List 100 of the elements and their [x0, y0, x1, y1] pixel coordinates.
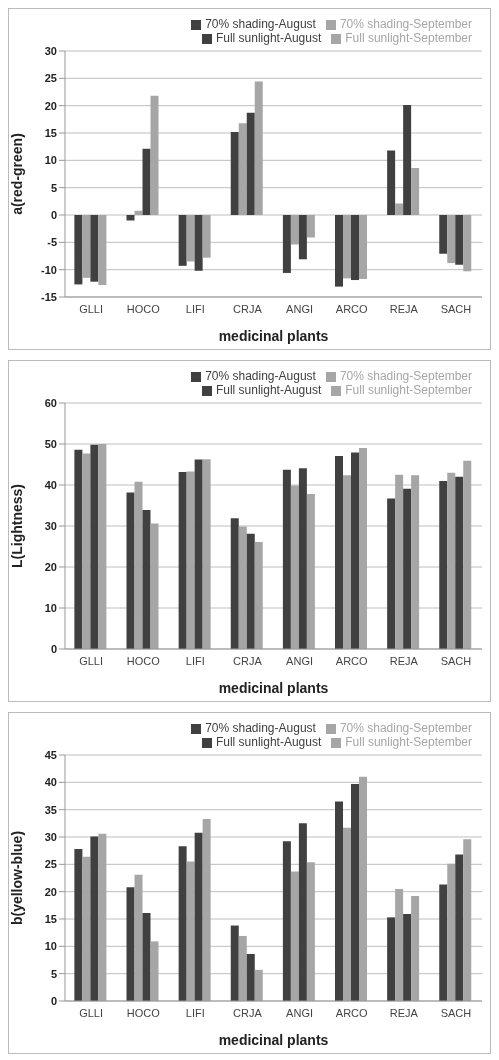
x-tick-label: GLLI: [79, 302, 103, 315]
legend-label: Full sunlight-September: [345, 735, 472, 749]
bar: [447, 472, 456, 649]
bar: [455, 215, 464, 265]
x-tick-label: CRJA: [233, 654, 263, 667]
y-tick-label: -5: [47, 236, 57, 249]
bar: [403, 488, 412, 649]
x-tick-label: LIFI: [185, 302, 205, 315]
y-tick-label: 20: [44, 560, 57, 573]
x-tick-label: GLLI: [79, 654, 103, 667]
bar: [335, 215, 344, 287]
bar: [403, 914, 412, 1001]
bar: [238, 526, 247, 649]
bar: [343, 475, 352, 649]
y-tick-label: 45: [44, 748, 57, 761]
bar: [202, 818, 211, 1001]
y-tick-label: 20: [44, 885, 57, 898]
bar: [98, 444, 107, 649]
y-tick-label: 30: [44, 44, 57, 57]
y-axis-title: L(Lightness): [8, 484, 25, 568]
bar: [411, 167, 420, 215]
bar: [411, 896, 420, 1001]
y-tick-label: 10: [44, 601, 57, 614]
y-tick-label: 40: [44, 776, 57, 789]
bar: [359, 448, 368, 649]
bar: [359, 215, 368, 279]
bar: [290, 215, 299, 245]
x-tick-label: SACH: [440, 654, 472, 667]
x-tick-label: ARCO: [335, 1006, 369, 1019]
bar: [306, 215, 315, 238]
y-tick-label: 30: [44, 519, 57, 532]
y-tick-label: 25: [44, 858, 57, 871]
bar: [254, 969, 263, 1001]
bar: [343, 827, 352, 1001]
legend-label: 70% shading-August: [205, 369, 316, 383]
bar: [335, 801, 344, 1001]
bar: [351, 452, 360, 649]
x-tick-label: ARCO: [335, 654, 369, 667]
bar: [439, 884, 448, 1001]
y-axis-title: a(red-green): [8, 133, 25, 215]
x-tick-label: REJA: [389, 654, 419, 667]
bar: [447, 863, 456, 1001]
bar: [150, 941, 159, 1001]
bar: [142, 912, 151, 1001]
bar: [351, 783, 360, 1001]
bar: [298, 468, 307, 649]
bar: [98, 215, 107, 285]
bar: [455, 476, 464, 649]
bar: [82, 453, 91, 649]
bar: [74, 449, 83, 649]
bar: [90, 444, 99, 649]
bar: [98, 833, 107, 1001]
x-tick-label: ANGI: [286, 1006, 314, 1019]
x-tick-label: SACH: [440, 302, 472, 315]
bar: [411, 475, 420, 649]
bar: [126, 887, 135, 1001]
bar: [395, 203, 404, 215]
bar: [359, 776, 368, 1001]
bar: [439, 215, 448, 254]
bar: [126, 215, 135, 221]
y-tick-label: 15: [44, 126, 57, 139]
y-tick-label: -15: [41, 290, 57, 303]
y-tick-label: 30: [44, 830, 57, 843]
legend-label: Full sunlight-August: [215, 735, 322, 749]
legend-label: Full sunlight-August: [215, 31, 322, 45]
y-tick-label: 5: [50, 181, 57, 194]
legend-label: Full sunlight-August: [215, 383, 322, 397]
bar: [134, 874, 143, 1001]
bar: [82, 856, 91, 1001]
y-tick-label: 25: [44, 72, 57, 85]
x-tick-label: ANGI: [286, 654, 314, 667]
x-tick-label: LIFI: [185, 654, 205, 667]
bar: [126, 492, 135, 649]
y-tick-label: 15: [44, 912, 57, 925]
bar: [254, 81, 263, 215]
y-tick-label: -10: [41, 263, 57, 276]
bar: [82, 215, 91, 278]
y-tick-label: 0: [50, 994, 57, 1007]
bar: [202, 215, 211, 258]
bar: [343, 215, 352, 279]
bar: [142, 148, 151, 215]
legend-label: 70% shading-August: [205, 17, 316, 31]
legend-label: 70% shading-September: [339, 17, 472, 31]
x-tick-label: HOCO: [126, 1006, 161, 1019]
x-tick-label: HOCO: [126, 654, 161, 667]
y-tick-label: 10: [44, 940, 57, 953]
x-tick-label: LIFI: [185, 1006, 205, 1019]
bar: [246, 112, 255, 215]
bar: [282, 469, 291, 649]
bar: [150, 95, 159, 215]
x-tick-label: HOCO: [126, 302, 161, 315]
bar: [463, 215, 472, 272]
bar: [306, 494, 315, 649]
bar: [463, 460, 472, 649]
y-tick-label: 0: [50, 208, 57, 221]
x-tick-label: ARCO: [335, 302, 369, 315]
x-tick-label: REJA: [389, 1006, 419, 1019]
bar: [194, 459, 203, 649]
legend-label: 70% shading-September: [339, 369, 472, 383]
bar: [142, 510, 151, 649]
